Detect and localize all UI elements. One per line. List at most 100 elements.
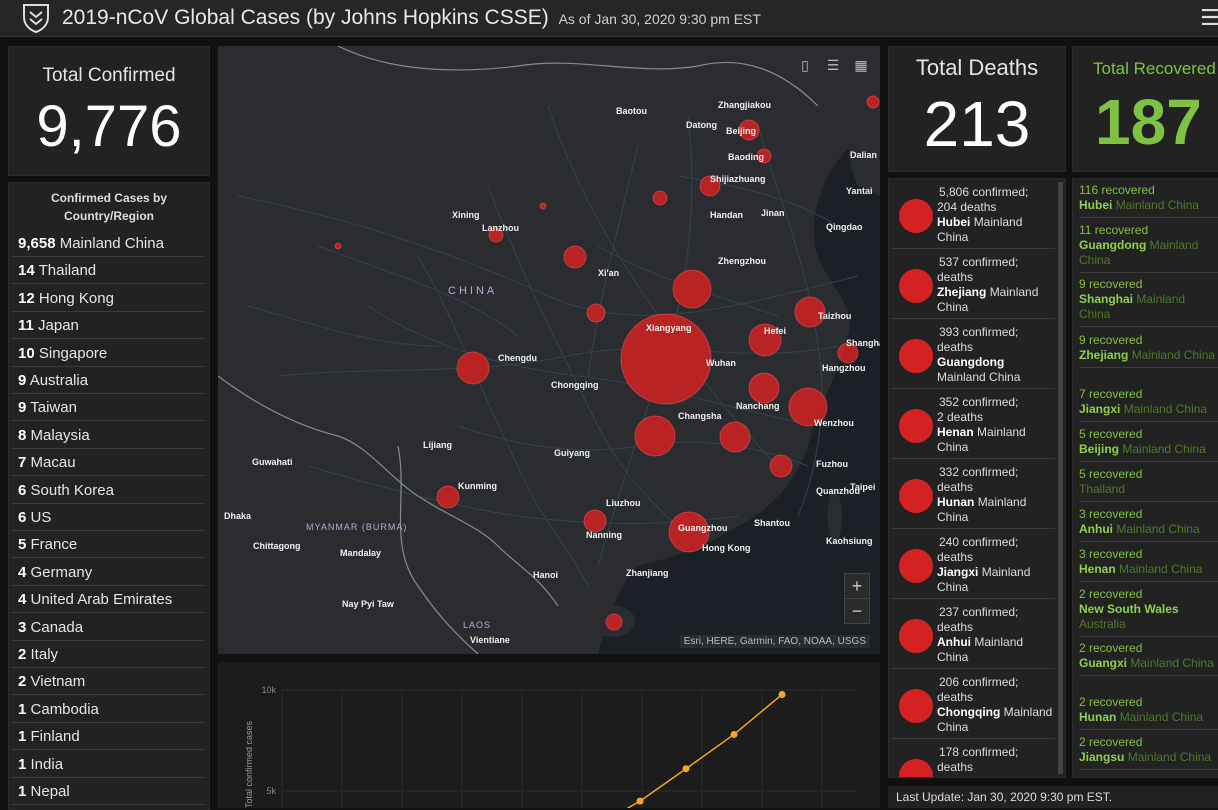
country-count: 5 — [18, 536, 27, 554]
basemap-gallery-icon[interactable]: ▦ — [854, 57, 868, 73]
death-place: Jiangxi — [937, 565, 979, 579]
recovered-list-item[interactable]: 5 recovered Thailand — [1079, 467, 1218, 502]
recovered-list-item[interactable]: 5 recovered Beijing Mainland China — [1079, 427, 1218, 462]
country-row[interactable]: 3 Canada — [11, 615, 205, 641]
country-list-header: Confirmed Cases by Country/Region — [9, 189, 209, 225]
case-bubble[interactable] — [672, 269, 712, 309]
death-list-item[interactable]: 178 confirmed; deaths — [891, 741, 1055, 777]
recovered-list-item[interactable]: 9 recovered Shanghai Mainland China — [1079, 277, 1218, 327]
death-list-item[interactable]: 240 confirmed; deaths Jiangxi Mainland Chi… — [891, 531, 1055, 599]
recovered-list-item[interactable]: 116 recovered Hubei Mainland China — [1079, 183, 1218, 218]
data-point[interactable] — [730, 730, 738, 738]
case-bubble[interactable] — [794, 296, 826, 328]
case-bubble[interactable] — [738, 119, 760, 141]
case-bubble[interactable] — [563, 245, 587, 269]
recovered-list-item[interactable]: 2 recovered Jiangsu Mainland China — [1079, 735, 1218, 770]
country-row[interactable]: 7 Macau — [11, 450, 205, 477]
recovered-list-item[interactable]: 11 recovered Guangdong Mainland China — [1079, 223, 1218, 273]
recovered-place: Zhejiang — [1079, 348, 1129, 362]
country-name: India — [30, 755, 64, 773]
recovered-list-item[interactable]: 3 recovered Henan Mainland China — [1079, 547, 1218, 582]
death-list-item[interactable]: 352 confirmed; 2 deaths Henan Mainland Chi… — [891, 391, 1055, 459]
case-bubble[interactable] — [488, 227, 504, 243]
case-bubble[interactable] — [652, 190, 668, 206]
zoom-out-button[interactable]: − — [845, 598, 869, 623]
case-bubble[interactable] — [334, 242, 342, 250]
case-bubble[interactable] — [436, 485, 460, 509]
country-row[interactable]: 1 Cambodia — [11, 697, 205, 723]
case-bubble[interactable] — [620, 313, 712, 405]
recovered-list-item[interactable]: 2 recovered Hunan Mainland China — [1079, 695, 1218, 730]
country-row[interactable]: 10 Singapore — [11, 341, 205, 367]
death-item-text: 352 confirmed; 2 deaths Henan Mainland Chi… — [937, 395, 1055, 455]
recovered-place: New South Wales — [1079, 602, 1179, 616]
case-bubble[interactable] — [756, 148, 772, 164]
chart-canvas: 10k 5k Total confirmed cases — [244, 685, 858, 808]
city-label: Liuzhou — [606, 498, 641, 508]
country-row[interactable]: 5 France — [11, 532, 205, 559]
case-bubble[interactable] — [866, 95, 880, 109]
recovered-list-item[interactable]: 9 recovered Zhejiang Mainland China — [1079, 333, 1218, 368]
case-bubble[interactable] — [719, 421, 751, 453]
country-name: Japan — [38, 317, 79, 335]
case-bubble[interactable] — [837, 342, 859, 364]
country-row[interactable]: 6 US — [11, 505, 205, 531]
country-row[interactable]: 6 South Korea — [11, 478, 205, 504]
case-bubble[interactable] — [456, 351, 490, 385]
recovered-list-item[interactable]: 2 recovered New South Wales Australia — [1079, 587, 1218, 637]
recovered-place: Hubei — [1079, 198, 1113, 212]
hamburger-menu-icon[interactable]: ☰ — [1200, 5, 1218, 30]
bookmark-icon[interactable]: ▯ — [801, 57, 809, 73]
country-row[interactable]: 4 Germany — [11, 560, 205, 586]
death-region: Mainland China — [937, 285, 1039, 314]
death-list-item[interactable]: 393 confirmed; deaths Guangdong Mainland C… — [891, 321, 1055, 389]
case-bubble[interactable] — [586, 303, 606, 323]
death-list-item[interactable]: 332 confirmed; deaths Hunan Mainland China — [891, 461, 1055, 529]
case-bubble[interactable] — [668, 511, 710, 553]
deaths-list-scrollbar[interactable] — [1058, 182, 1063, 774]
country-row[interactable]: 2 Vietnam — [11, 669, 205, 696]
recovered-list-item[interactable]: 7 recovered Jiangxi Mainland China — [1079, 387, 1218, 422]
death-list-item[interactable]: 5,806 confirmed; 204 deaths Hubei Mainland… — [891, 181, 1055, 249]
case-bubble[interactable] — [699, 175, 721, 197]
country-row[interactable]: 11 Japan — [11, 313, 205, 340]
recovered-region: Mainland China — [1123, 402, 1208, 416]
case-bubble[interactable] — [605, 613, 623, 631]
case-map[interactable]: Baotou Datong Zhangjiakou Beijing Baoding Shi… — [218, 46, 880, 654]
country-row[interactable]: 1 India — [11, 752, 205, 778]
country-row[interactable]: 1 Nepal — [11, 779, 205, 805]
country-row[interactable]: 9 Australia — [11, 368, 205, 394]
case-bubble[interactable] — [769, 454, 793, 478]
death-list-item[interactable]: 206 confirmed; deaths Chongqing Mainland C… — [891, 671, 1055, 739]
death-confirmed: 206 confirmed; — [939, 675, 1019, 689]
case-bubble[interactable] — [583, 509, 607, 533]
zoom-in-button[interactable]: + — [851, 576, 863, 596]
death-list-item[interactable]: 237 confirmed; deaths Anhui Mainland China — [891, 601, 1055, 669]
recovered-region: Thailand — [1079, 482, 1126, 496]
recovered-list-item[interactable]: 2 recovered Guangxi Mainland China — [1079, 641, 1218, 676]
y-tick-label: 5k — [266, 786, 276, 796]
data-point[interactable] — [636, 797, 644, 805]
data-point[interactable] — [682, 765, 690, 773]
country-row[interactable]: 12 Hong Kong — [11, 286, 205, 312]
death-confirmed: 178 confirmed; — [939, 745, 1019, 759]
case-bubble[interactable] — [788, 387, 828, 427]
country-row[interactable]: 8 Malaysia — [11, 423, 205, 449]
list-icon[interactable]: ☰ — [826, 57, 840, 73]
country-row[interactable]: 4 United Arab Emirates — [11, 587, 205, 614]
case-bubble[interactable] — [748, 372, 780, 404]
case-bubble[interactable] — [634, 415, 676, 457]
death-list-item[interactable]: 537 confirmed; deaths Zhejiang Mainland Ch… — [891, 251, 1055, 319]
case-bubble[interactable] — [539, 202, 547, 210]
case-bubble[interactable] — [748, 323, 782, 357]
recovered-list-item[interactable]: 3 recovered Anhui Mainland China — [1079, 507, 1218, 542]
country-row[interactable]: 1 Finland — [11, 724, 205, 751]
country-row[interactable]: 14 Thailand — [11, 258, 205, 285]
death-count: deaths — [937, 550, 974, 564]
country-row[interactable]: 9,658 Mainland China — [11, 231, 205, 257]
country-row[interactable]: 9 Taiwan — [11, 395, 205, 422]
data-point[interactable] — [778, 691, 786, 699]
country-row[interactable]: 2 Italy — [11, 642, 205, 668]
death-count: deaths — [937, 340, 974, 354]
